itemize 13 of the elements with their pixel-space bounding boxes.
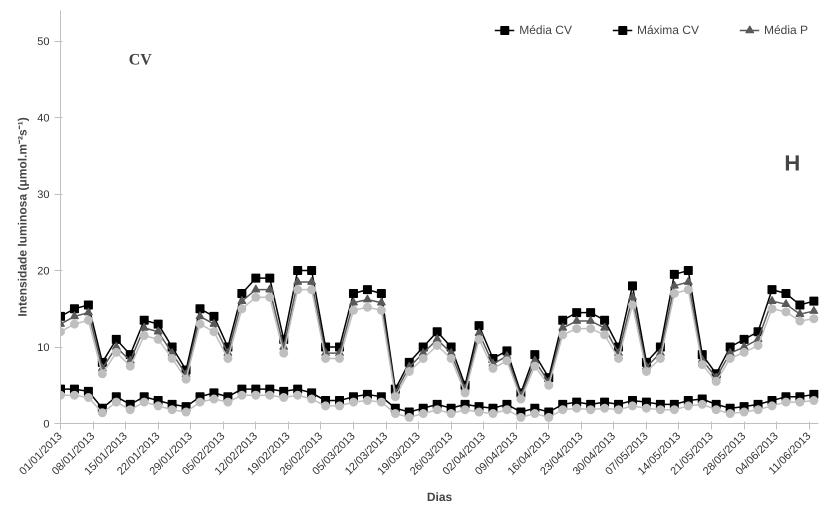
y-tick-label: 50 bbox=[37, 36, 50, 48]
y-tick-label: 0 bbox=[43, 418, 50, 430]
legend-label: Máxima CV bbox=[636, 23, 699, 37]
x-axis-title: Dias bbox=[426, 490, 452, 504]
y-axis-title: Intensidade luminosa (μmol.m⁻²s⁻¹) bbox=[15, 117, 30, 317]
y-tick-label: 30 bbox=[37, 189, 50, 202]
y-tick-label: 10 bbox=[37, 342, 50, 354]
annotation: CV bbox=[128, 51, 152, 68]
legend-label: Média CV bbox=[519, 23, 572, 37]
legend-label: Média P bbox=[764, 23, 808, 37]
y-tick-label: 40 bbox=[37, 112, 50, 125]
y-tick-label: 20 bbox=[37, 266, 50, 278]
annotation: H bbox=[784, 150, 800, 176]
